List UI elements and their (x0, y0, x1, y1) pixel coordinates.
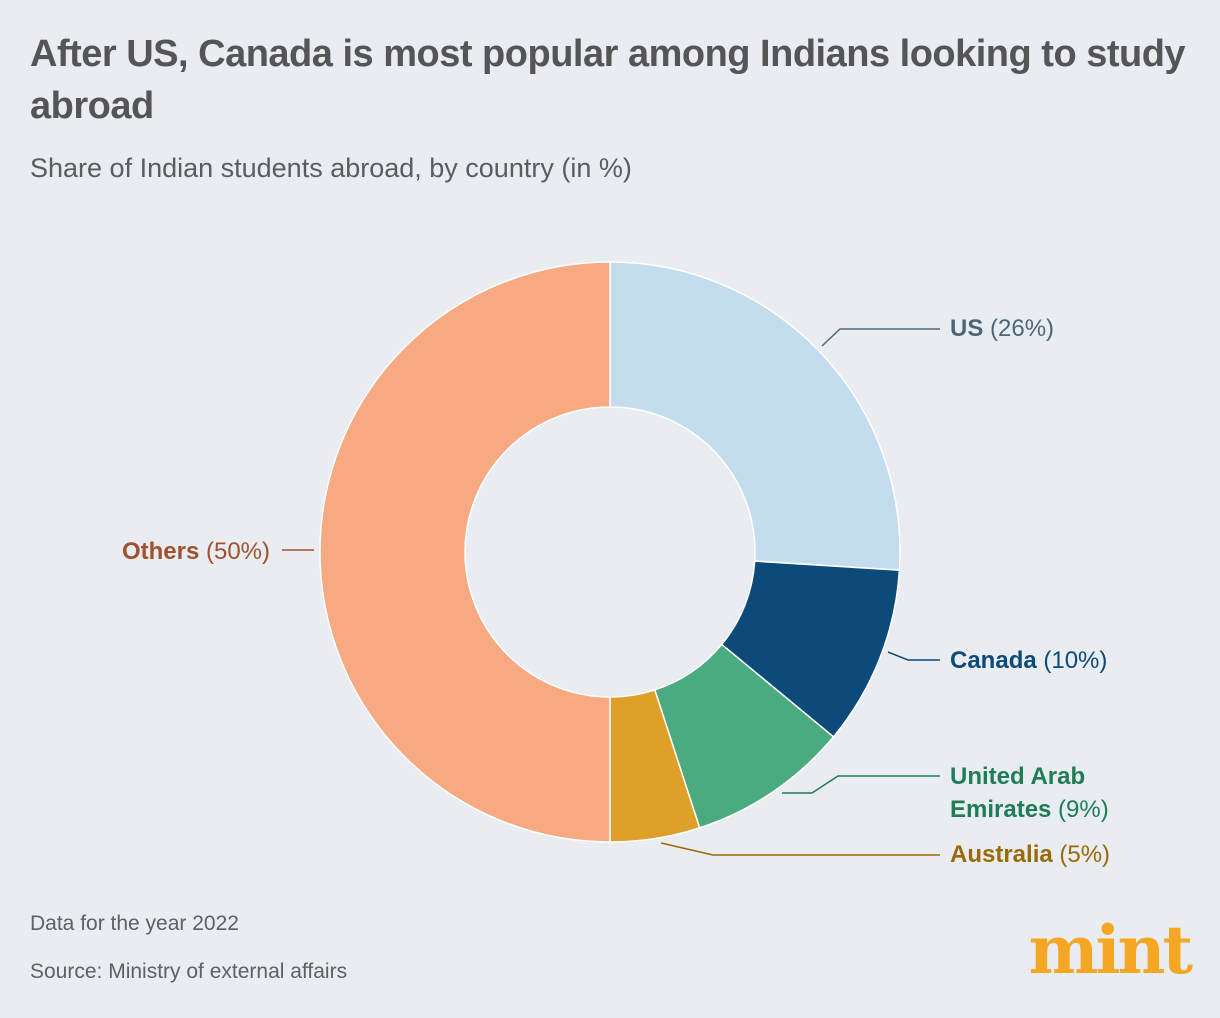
chart-subtitle: Share of Indian students abroad, by coun… (30, 153, 632, 183)
data-year-note: Data for the year 2022 (30, 912, 239, 935)
label-united-arab-emirates-line-1: United Arab (950, 763, 1085, 790)
label-canada: Canada (10%) (950, 647, 1107, 674)
leader-line-australia (660, 842, 940, 856)
label-united-arab-emirates-line-2: Emirates (9%) (950, 796, 1109, 823)
chart-title: After US, Canada is most popular among I… (30, 33, 1186, 127)
label-us: US (26%) (950, 315, 1054, 342)
leader-line-us (821, 328, 940, 347)
value-united-arab-emirates: (9%) (1051, 796, 1108, 823)
source-note: Source: Ministry of external affairs (30, 960, 348, 983)
label-others: Others (50%) (122, 538, 270, 565)
slice-us (609, 261, 901, 572)
donut-slices (319, 261, 901, 843)
slice-others (319, 261, 611, 843)
value-us: (26%) (983, 315, 1054, 342)
mint-logo: mint (1028, 911, 1193, 989)
value-others: (50%) (199, 538, 270, 565)
label-australia: Australia (5%) (950, 841, 1110, 868)
leader-line-canada (887, 651, 940, 661)
leader-lines (282, 328, 940, 856)
value-australia: (5%) (1053, 841, 1110, 868)
slice-labels: US (26%) Canada (10%) United Arab Emirates … (122, 315, 1110, 868)
leader-line-united-arab-emirates (782, 775, 940, 794)
value-canada: (10%) (1037, 647, 1108, 674)
